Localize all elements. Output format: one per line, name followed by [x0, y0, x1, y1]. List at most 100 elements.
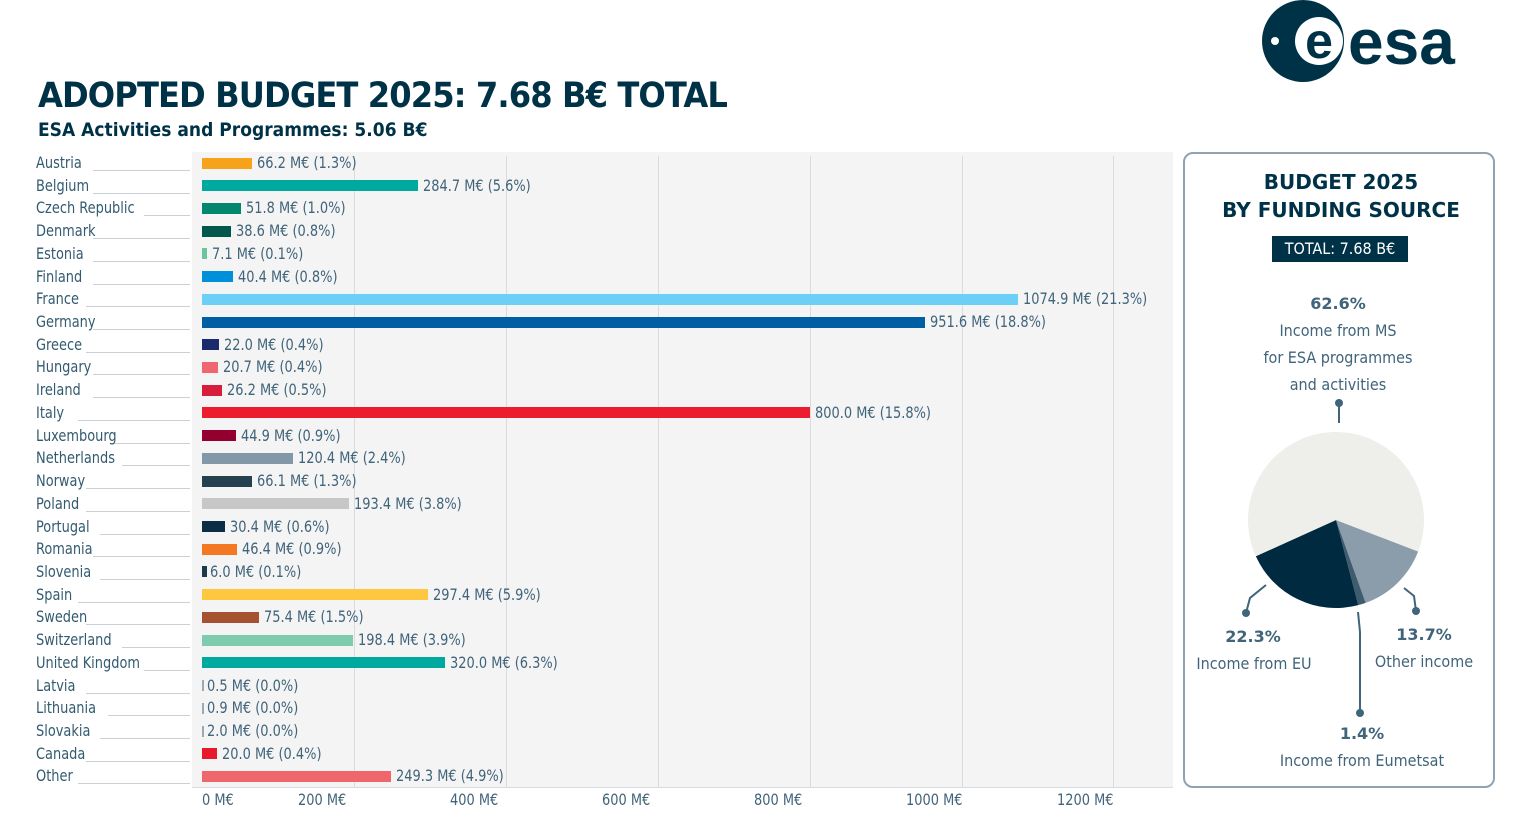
bar	[202, 634, 353, 646]
pie-slice-eumetsat	[1336, 520, 1366, 606]
bar	[202, 566, 207, 578]
slice-label-ms-line3: and activities	[1289, 375, 1387, 394]
category-label: Norway	[36, 471, 86, 491]
bar	[202, 316, 925, 328]
category-label: Netherlands	[36, 448, 115, 468]
bar-value-label: 7.1 M€ (0.1%)	[212, 243, 304, 263]
bar	[202, 271, 233, 283]
bar-value-label: 120.4 M€ (2.4%)	[298, 448, 407, 468]
bar-value-label: 2.0 M€ (0.0%)	[206, 721, 298, 740]
category-label: Greece	[36, 334, 83, 354]
slice-label-ms: Income from MS for ESA programmes and ac…	[1238, 317, 1438, 398]
leader-line	[144, 215, 190, 217]
bar-value-label: 38.6 M€ (0.8%)	[236, 221, 336, 241]
leader-line	[114, 442, 190, 444]
bar	[202, 180, 419, 192]
bar-value-label: 44.9 M€ (0.9%)	[241, 425, 341, 445]
category-label: Sweden	[36, 607, 88, 627]
funding-pie-chart	[1242, 399, 1424, 717]
leader-line	[85, 760, 190, 762]
category-label: Belgium	[36, 175, 90, 195]
gridline	[1113, 156, 1115, 787]
bar	[202, 680, 204, 692]
category-label: Latvia	[36, 675, 76, 695]
leader-line	[100, 738, 190, 739]
leader-dot-other	[1412, 607, 1420, 615]
bar	[202, 202, 242, 214]
x-tick-label: 400 M€	[449, 790, 499, 809]
category-label: Finland	[36, 266, 83, 286]
bar	[202, 543, 238, 555]
leader-dot-eumetsat	[1356, 709, 1364, 717]
bar-value-label: 249.3 M€ (4.9%)	[396, 766, 505, 786]
bar-value-label: 66.1 M€ (1.3%)	[257, 471, 357, 491]
leader-dot-eu	[1242, 609, 1250, 617]
x-tick-label: 1200 M€	[1057, 790, 1114, 809]
bar-value-label: 284.7 M€ (5.6%)	[423, 175, 531, 195]
plot-area	[192, 152, 1173, 787]
category-label: Austria	[36, 153, 82, 172]
x-tick-label: 600 M€	[601, 790, 650, 809]
bar-value-label: 66.2 M€ (1.3%)	[257, 153, 357, 172]
bar	[202, 384, 222, 396]
logo-text: esa	[1348, 6, 1455, 78]
slice-label-ms-line2: for ESA programmes	[1263, 348, 1413, 367]
leader-line	[100, 578, 190, 580]
x-tick-label: 200 M€	[297, 790, 347, 809]
chart-subtitle: ESA Activities and Programmes: 5.06 B€	[38, 119, 428, 141]
leader-line	[85, 510, 190, 512]
leader-line	[93, 170, 190, 171]
bar-value-label: 1074.9 M€ (21.3%)	[1023, 289, 1148, 309]
category-label: Portugal	[36, 516, 90, 536]
bar	[202, 339, 219, 351]
x-tick-label: 800 M€	[753, 790, 802, 809]
leader-line	[100, 533, 190, 535]
leader-line-other	[1403, 587, 1417, 612]
leader-line	[93, 283, 190, 285]
slice-label-ms-line1: Income from MS	[1279, 321, 1397, 340]
leader-line	[78, 783, 190, 785]
category-label: Romania	[36, 539, 93, 559]
bar-value-label: 0.9 M€ (0.0%)	[206, 698, 298, 718]
bar-value-label: 26.2 M€ (0.5%)	[226, 380, 327, 400]
bar-value-label: 6.0 M€ (0.1%)	[209, 561, 301, 581]
page-title: ADOPTED BUDGET 2025: 7.68 B€ TOTAL	[38, 76, 728, 116]
bar-value-label: 951.6 M€ (18.8%)	[929, 312, 1046, 332]
bar-value-label: 297.4 M€ (5.9%)	[432, 584, 541, 604]
gridline	[809, 156, 811, 787]
slice-label-eumetsat: Income from Eumetsat	[1279, 751, 1445, 770]
panel-title-line1: BUDGET 2025	[1263, 170, 1419, 194]
pie-slice-ms	[1248, 432, 1424, 557]
leader-line	[78, 419, 190, 421]
bar-value-label: 20.0 M€ (0.4%)	[222, 743, 322, 763]
bar	[202, 475, 253, 487]
slice-label-other: Other income	[1374, 652, 1474, 671]
leader-line	[93, 556, 190, 558]
leader-line	[93, 238, 190, 240]
slice-pct-ms: 62.6%	[1310, 294, 1366, 313]
leader-line	[78, 601, 190, 603]
category-label: Germany	[36, 312, 96, 332]
leader-line	[93, 374, 190, 376]
leader-line	[85, 306, 190, 308]
leader-dot-ms	[1335, 399, 1343, 407]
bar	[202, 770, 392, 782]
category-label: Denmark	[36, 221, 96, 241]
category-label: Estonia	[36, 243, 84, 263]
bar-value-label: 320.0 M€ (6.3%)	[450, 652, 558, 672]
bar	[202, 611, 260, 623]
bar	[202, 430, 237, 442]
category-label: France	[36, 289, 79, 309]
bar	[202, 407, 810, 419]
leader-line	[93, 329, 190, 331]
bar	[202, 293, 1019, 305]
leader-line	[107, 715, 190, 717]
slice-pct-eumetsat: 1.4%	[1339, 724, 1385, 743]
bar-value-label: 46.4 M€ (0.9%)	[242, 539, 342, 559]
category-label: Poland	[36, 493, 80, 513]
gridline	[657, 156, 659, 787]
panel-title: BUDGET 2025 BY FUNDING SOURCE	[1185, 168, 1497, 224]
leader-line-eumetsat	[1357, 611, 1361, 713]
category-label: Canada	[36, 743, 86, 763]
leader-line	[85, 692, 190, 694]
